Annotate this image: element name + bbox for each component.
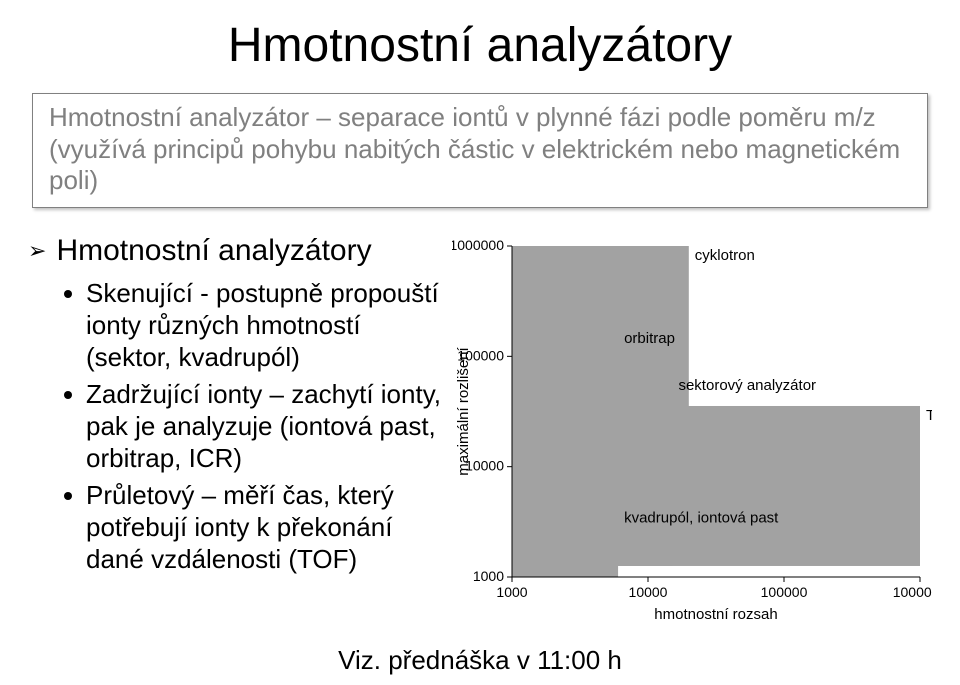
- svg-text:1000000: 1000000: [893, 584, 932, 600]
- svg-text:1000: 1000: [473, 568, 504, 584]
- svg-text:maximální rozlišení: maximální rozlišení: [455, 347, 472, 476]
- list-item: Průletový – měří čas, který potřebují io…: [64, 480, 444, 575]
- svg-text:sektorový analyzátor: sektorový analyzátor: [678, 377, 816, 394]
- list-item: Zadržující ionty – zachytí ionty, pak je…: [64, 379, 444, 474]
- sub-bullet-list: Skenující - postupně propouští ionty růz…: [28, 278, 444, 575]
- left-column: ➢ Hmotnostní analyzátory Skenující - pos…: [28, 234, 452, 581]
- svg-text:TOF: TOF: [926, 407, 932, 424]
- resolution-range-chart: 1000100001000001000000100010000100000100…: [452, 234, 932, 629]
- list-item: Skenující - postupně propouští ionty růz…: [64, 278, 444, 373]
- svg-text:1000000: 1000000: [452, 237, 504, 253]
- svg-text:100000: 100000: [761, 584, 808, 600]
- subtitle-line-1: Hmotnostní analyzátor – separace iontů v…: [49, 102, 911, 134]
- page-title: Hmotnostní analyzátory: [28, 18, 932, 73]
- footer-note: Viz. přednáška v 11:00 h: [28, 645, 932, 676]
- svg-text:10000: 10000: [629, 584, 668, 600]
- slide: Hmotnostní analyzátory Hmotnostní analyz…: [0, 0, 960, 685]
- svg-text:orbitrap: orbitrap: [624, 330, 675, 347]
- subtitle-box: Hmotnostní analyzátor – separace iontů v…: [32, 93, 928, 208]
- content-columns: ➢ Hmotnostní analyzátory Skenující - pos…: [28, 234, 932, 629]
- svg-text:hmotnostní rozsah: hmotnostní rozsah: [654, 606, 777, 623]
- main-bullet: ➢ Hmotnostní analyzátory: [28, 234, 444, 268]
- main-bullet-text: Hmotnostní analyzátory: [56, 234, 371, 268]
- subtitle-line-2: (využívá principů pohybu nabitých částic…: [49, 134, 911, 197]
- svg-text:1000: 1000: [496, 584, 527, 600]
- right-column: 1000100001000001000000100010000100000100…: [452, 234, 932, 629]
- arrow-icon: ➢: [28, 240, 46, 262]
- svg-text:cyklotron: cyklotron: [695, 247, 755, 264]
- svg-text:kvadrupól, iontová past: kvadrupól, iontová past: [624, 510, 779, 527]
